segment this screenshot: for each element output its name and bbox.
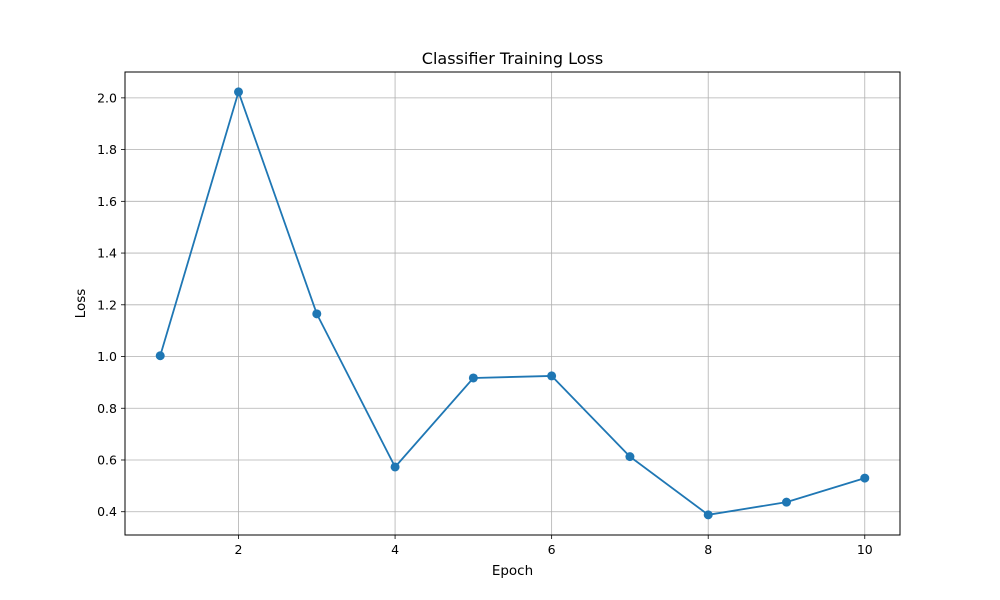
data-point <box>468 373 478 383</box>
x-tick-label: 4 <box>391 542 399 557</box>
data-point <box>703 510 713 520</box>
x-axis-label: Epoch <box>492 563 533 579</box>
data-point <box>312 309 322 319</box>
data-point <box>547 371 557 381</box>
data-point <box>390 462 400 472</box>
chart-title: Classifier Training Loss <box>422 49 603 68</box>
y-tick-label: 1.0 <box>97 349 117 364</box>
y-tick-label: 1.2 <box>97 297 117 312</box>
loss-series-line <box>159 91 866 516</box>
y-tick-label: 1.4 <box>97 246 117 261</box>
data-point <box>625 452 635 462</box>
y-tick-label: 1.6 <box>97 194 117 209</box>
y-tick-label: 0.6 <box>97 452 117 467</box>
y-tick-label: 2.0 <box>97 90 117 105</box>
data-point <box>234 87 244 97</box>
plot-frame <box>124 71 901 536</box>
x-tick-label: 8 <box>704 542 712 557</box>
y-axis-label: Loss <box>73 289 89 319</box>
data-point <box>155 351 165 361</box>
x-tick-label: 10 <box>857 542 873 557</box>
data-point <box>860 473 870 483</box>
x-tick-label: 2 <box>235 542 243 557</box>
y-tick-label: 1.8 <box>97 142 117 157</box>
y-tick-label: 0.4 <box>97 504 117 519</box>
ticks-layer: 2 4 6 8 10 0.4 0.6 0.8 1.0 1.2 1.4 1.6 1.8 2.0 <box>97 90 873 557</box>
data-point <box>781 497 791 507</box>
series-layer <box>155 87 870 520</box>
x-tick-label: 6 <box>548 542 556 557</box>
y-tick-label: 0.8 <box>97 401 117 416</box>
grid <box>125 72 900 535</box>
